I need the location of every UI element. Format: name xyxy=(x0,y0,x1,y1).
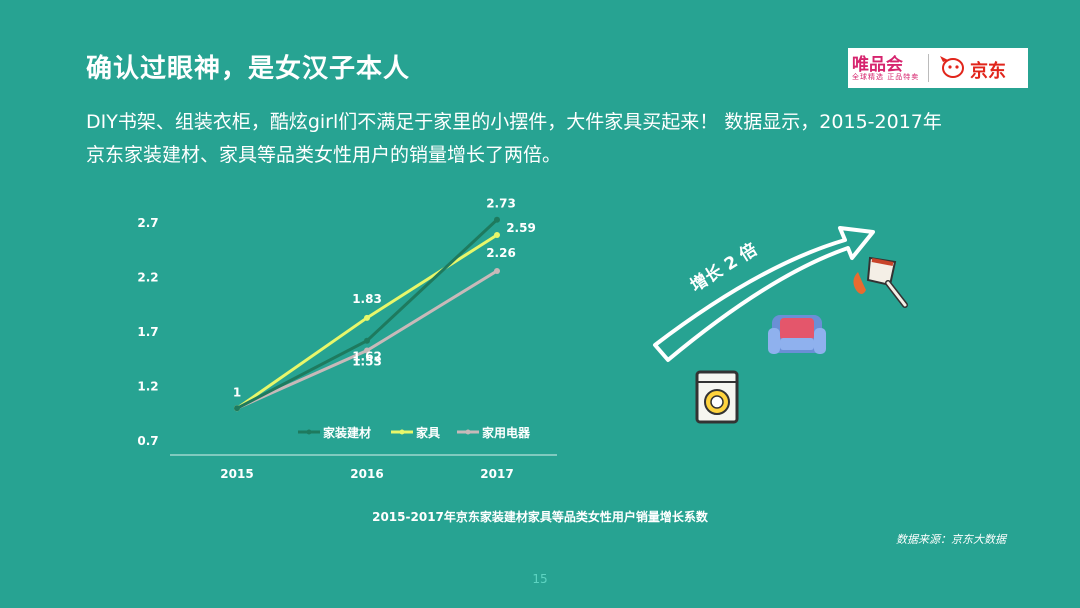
data-label: 2.73 xyxy=(486,197,516,211)
data-label: 2.26 xyxy=(486,246,516,260)
description-line-2: 京东家装建材、家具等品类女性用户的销量增长了两倍。 xyxy=(86,144,562,166)
data-label: 1.83 xyxy=(352,292,382,306)
y-tick-label: 2.7 xyxy=(137,216,158,230)
data-point xyxy=(364,337,370,344)
legend-marker xyxy=(399,429,405,435)
legend-marker xyxy=(465,429,471,435)
vip-slogan: 全球精选 正品特卖 xyxy=(852,73,920,81)
data-point xyxy=(494,231,500,238)
legend-marker xyxy=(306,429,312,435)
legend-label: 家用电器 xyxy=(482,425,531,440)
legend-label: 家装建材 xyxy=(323,425,371,440)
jd-dog-icon xyxy=(940,56,964,78)
data-label: 2.59 xyxy=(506,221,536,235)
x-tick-label: 2016 xyxy=(350,467,383,481)
data-label: 1.62 xyxy=(352,350,382,364)
washing-machine-icon xyxy=(695,370,739,424)
slide-title: 确认过眼神，是女汉子本人 xyxy=(86,54,411,84)
y-tick-label: 1.7 xyxy=(137,325,158,339)
page-number: 15 xyxy=(532,572,548,586)
slide-description: DIY书架、组装衣柜，酷炫girl们不满足于家里的小摆件，大件家具买起来！ 数据… xyxy=(86,106,1016,172)
paint-brush-icon xyxy=(853,256,908,308)
vip-logo: 唯品会 xyxy=(852,55,903,75)
armchair-icon xyxy=(768,315,826,354)
growth-line-chart: 0.7 1.2 1.7 2.2 2.7 2015 2016 2017 1.62 2.73 1 1.… xyxy=(137,197,557,481)
jd-logo: 京东 xyxy=(970,61,1006,82)
description-line-1: DIY书架、组装衣柜，酷炫girl们不满足于家里的小摆件，大件家具买起来！ 数据… xyxy=(86,111,942,133)
legend-label: 家具 xyxy=(416,425,440,440)
data-point xyxy=(494,216,500,223)
chart-caption: 2015-2017年京东家装建材家具等品类女性用户销量增长系数 xyxy=(372,510,708,524)
x-tick-label: 2015 xyxy=(220,467,253,481)
data-label: 1 xyxy=(233,385,241,399)
y-tick-label: 2.2 xyxy=(137,271,158,285)
data-point xyxy=(364,314,370,321)
data-point xyxy=(494,267,500,274)
data-label: 1.53 xyxy=(352,355,382,369)
y-tick-label: 1.2 xyxy=(137,380,158,394)
arrow-icon xyxy=(653,226,875,362)
data-source: 数据来源：京东大数据 xyxy=(896,533,1006,546)
y-tick-label: 0.7 xyxy=(137,434,158,448)
brand-logos: 唯品会 全球精选 正品特卖 京东 xyxy=(848,48,1028,88)
x-tick-label: 2017 xyxy=(480,467,513,481)
data-point xyxy=(364,347,370,354)
logo-divider xyxy=(928,54,929,82)
data-point xyxy=(234,405,240,412)
